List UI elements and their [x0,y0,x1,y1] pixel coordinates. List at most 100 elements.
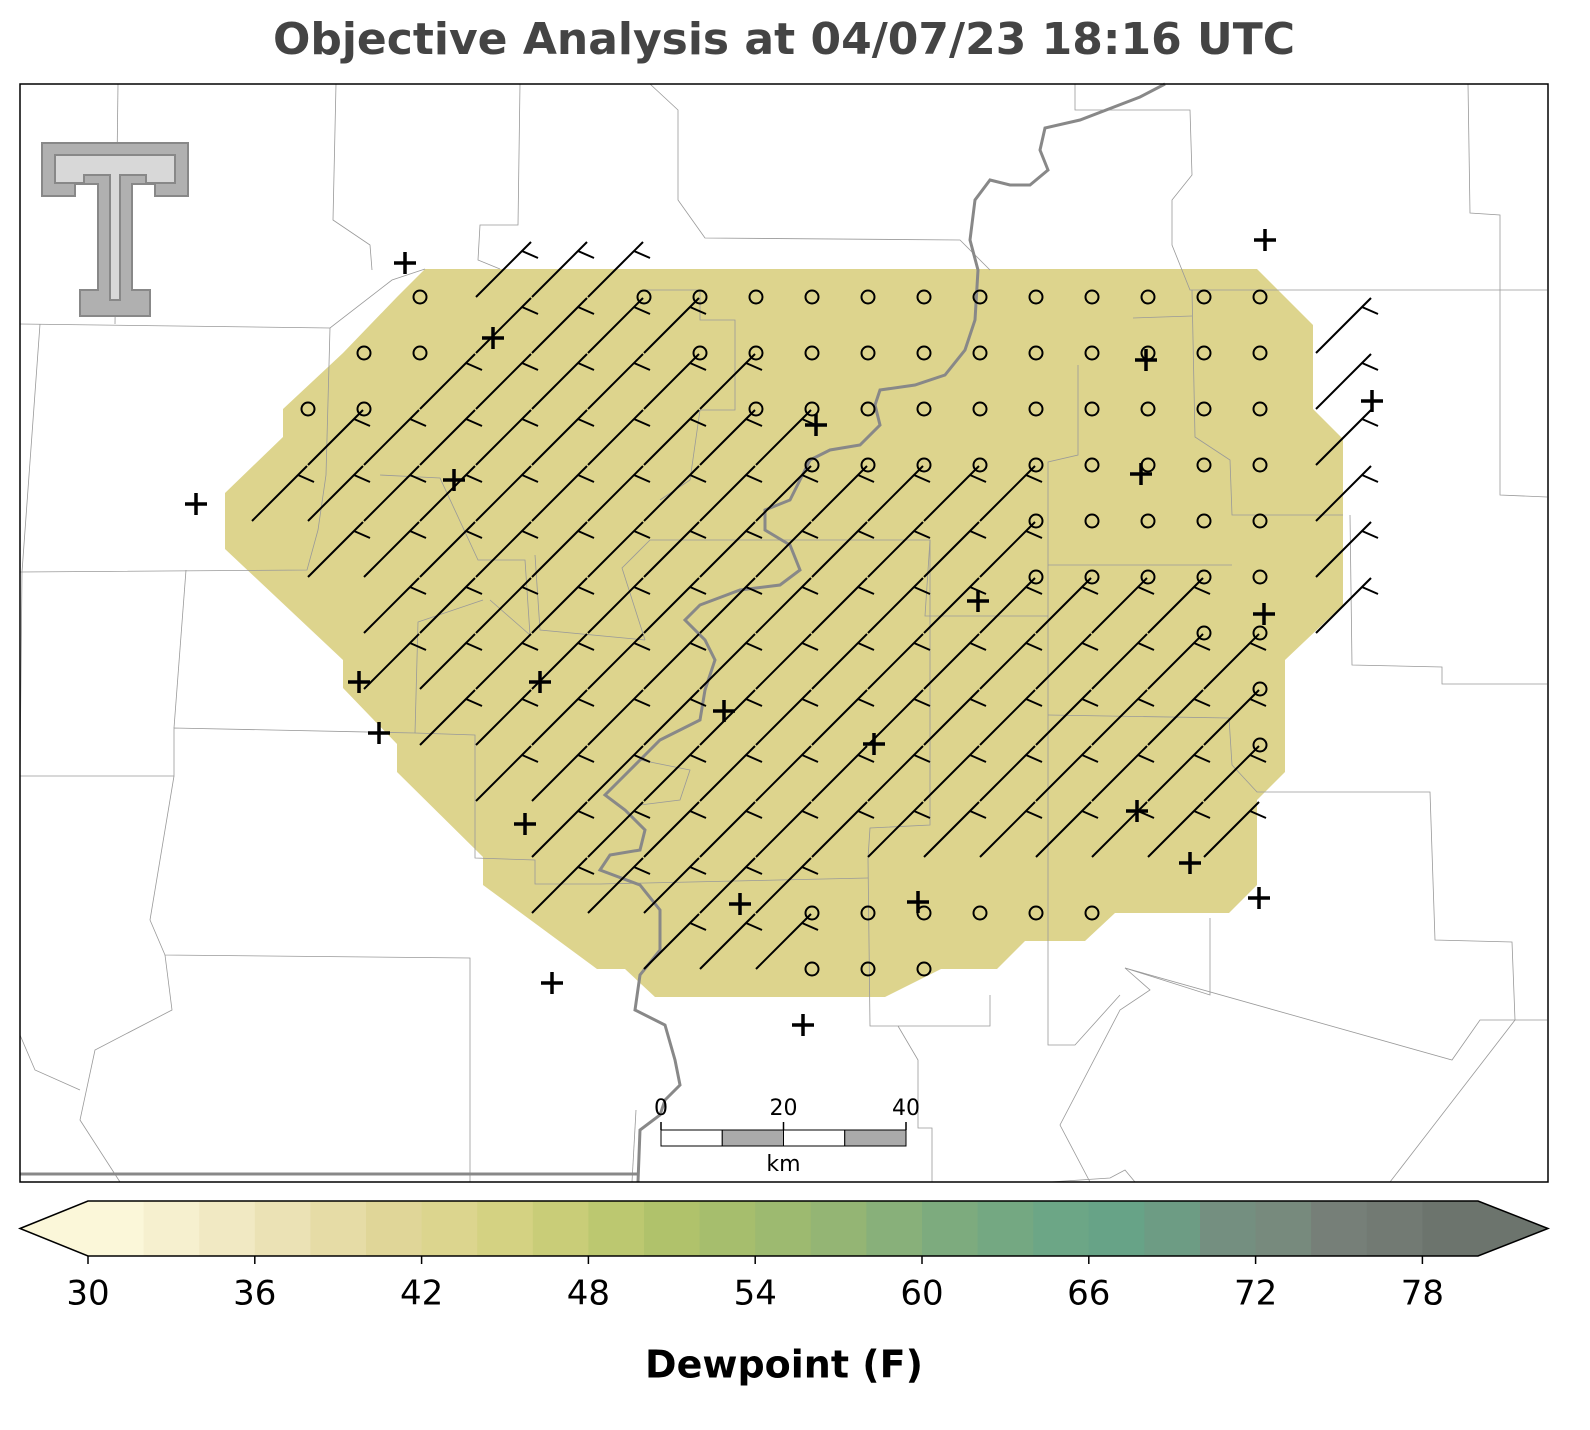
wind-barb-flag [913,642,931,651]
wind-barb [587,409,644,466]
wind-barb-flag [969,698,987,707]
wind-barb-flag [801,754,819,763]
wind-barb-flag [521,698,539,707]
wind-barb [419,633,476,690]
wind-barb-flag [1025,586,1043,595]
calm-wind [300,401,316,417]
wind-barb-flag [465,586,483,595]
wind-barb-flag [1137,642,1155,651]
colorbar-segment [644,1201,701,1256]
wind-barb-flag [1137,698,1155,707]
calm-wind [1084,569,1100,585]
wind-barb-flag [857,474,875,483]
calm-wind [412,289,428,305]
scale-segment [721,1129,784,1147]
wind-barb-flag [409,418,427,427]
wind-barb [587,857,644,914]
calm-wind [860,905,876,921]
calm-wind [860,961,876,977]
wind-barb [811,745,868,802]
colorbar-segment [254,1201,311,1256]
wind-barb [531,689,588,746]
wind-barb [363,577,420,634]
wind-barb-flag [633,250,651,259]
wind-barb-flag [801,530,819,539]
wind-barb [755,409,812,466]
wind-barb-flag [1361,530,1379,539]
wind-barb [699,353,756,410]
colorbar-segment [1088,1201,1145,1256]
wind-barb-flag [801,474,819,483]
calm-wind [804,457,820,473]
calm-wind [1196,513,1212,529]
wind-barb [531,857,588,914]
calm-wind [1252,289,1268,305]
calm-wind [1196,457,1212,473]
wind-barb [979,689,1036,746]
wind-barb [643,465,700,522]
calm-wind [356,401,372,417]
wind-barb-flag [801,810,819,819]
wind-barb [867,521,924,578]
calm-wind [916,401,932,417]
wind-barb [587,465,644,522]
calm-wind [972,457,988,473]
wind-barb-flag [969,642,987,651]
wind-barb [699,521,756,578]
wind-barb [307,521,364,578]
wind-barb [251,465,308,522]
wind-barb [531,353,588,410]
wind-barb-flag [633,698,651,707]
wind-barb [1035,689,1092,746]
wind-barb-flag [913,474,931,483]
wind-barb [363,521,420,578]
wind-barb-flag [913,754,931,763]
wind-barb [811,465,868,522]
wind-barb-flag [633,306,651,315]
wind-barb [1035,577,1092,634]
colorbar-segment [199,1201,256,1256]
wind-barb [587,297,644,354]
calm-wind [1196,289,1212,305]
calm-wind [1028,905,1044,921]
colorbar-extend-high [1478,1201,1548,1256]
calm-wind [1028,289,1044,305]
calm-wind [1084,513,1100,529]
scale-tick-label: 20 [770,1096,798,1121]
wind-barb-flag [913,530,931,539]
wind-barb-flag [745,810,763,819]
colorbar-segment [755,1201,812,1256]
wind-barb-flag [689,418,707,427]
calm-wind [1140,513,1156,529]
wind-barb [755,465,812,522]
wind-barb-flag [913,698,931,707]
wind-barb [755,745,812,802]
analysis-area [225,269,1343,997]
wind-barb [923,689,980,746]
wind-barb [811,633,868,690]
colorbar-tick-label: 66 [1067,1274,1110,1314]
wind-barb-flag [1025,530,1043,539]
wind-barb [587,241,644,298]
calm-wind [1140,289,1156,305]
wind-barb [587,353,644,410]
observations [185,229,1383,1036]
wind-barb [643,409,700,466]
colorbar-segment [532,1201,589,1256]
wind-barb [867,465,924,522]
wind-barb-flag [745,642,763,651]
calm-wind [1196,625,1212,641]
wind-barb-flag [689,362,707,371]
calm-wind [804,345,820,361]
colorbar-segment [310,1201,367,1256]
colorbar: 30 36 42 48 54 60 66 72 78 [17,1200,1551,1314]
logo [41,142,189,317]
wind-barb-flag [969,530,987,539]
wind-barb [699,409,756,466]
wind-barb-flag [745,866,763,875]
wind-barb-flag [1025,474,1043,483]
calm-wind [804,401,820,417]
wind-barb [1035,801,1092,858]
wind-barb-flag [1193,754,1211,763]
wind-barb-flag [689,530,707,539]
